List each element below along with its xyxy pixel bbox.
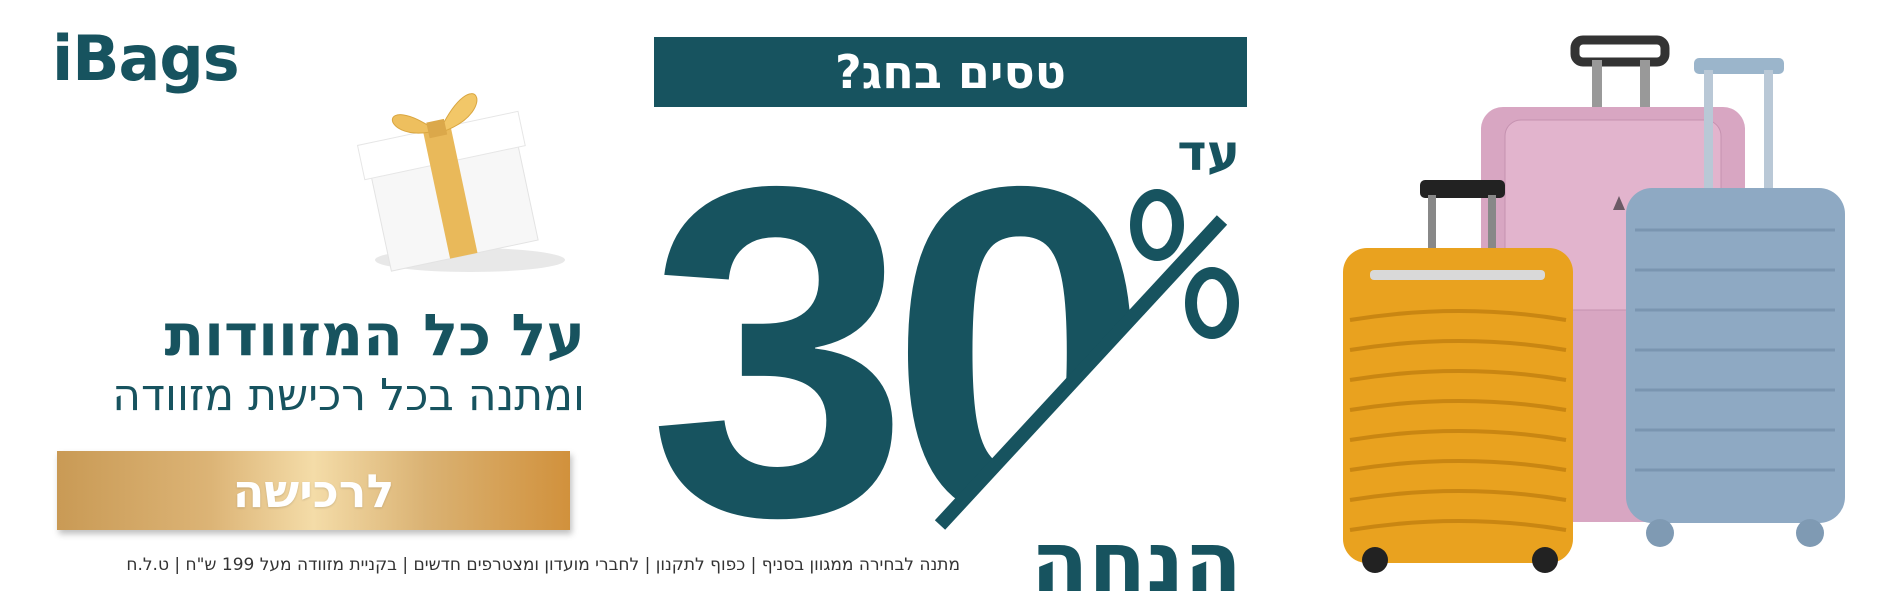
holiday-travel-banner: טסים בחג? xyxy=(654,37,1247,107)
percent-circle-bottom xyxy=(1185,267,1239,339)
terms-footnote: מתנה לבחירה ממגוון בסניף | כפוף לתקנון |… xyxy=(126,555,960,575)
shop-now-button[interactable]: לרכישה xyxy=(57,451,570,530)
headline: על כל המזוודות xyxy=(164,301,585,369)
subline: ומתנה בכל רכישת מזוודה xyxy=(112,370,585,421)
orange-suitcase xyxy=(1343,180,1573,573)
percent-circle-top xyxy=(1130,189,1184,261)
blue-suitcase xyxy=(1626,58,1845,547)
discount-label: הנחה xyxy=(1030,513,1242,600)
percent-sign-graphic xyxy=(934,189,1239,530)
up-to-label: עד xyxy=(1177,124,1240,182)
luggage-image xyxy=(1343,35,1845,573)
gift-box-icon xyxy=(356,93,565,272)
percent-slash xyxy=(934,215,1228,530)
ibags-logo[interactable]: iBags xyxy=(52,22,240,95)
percent-sign: % xyxy=(1262,200,1263,201)
